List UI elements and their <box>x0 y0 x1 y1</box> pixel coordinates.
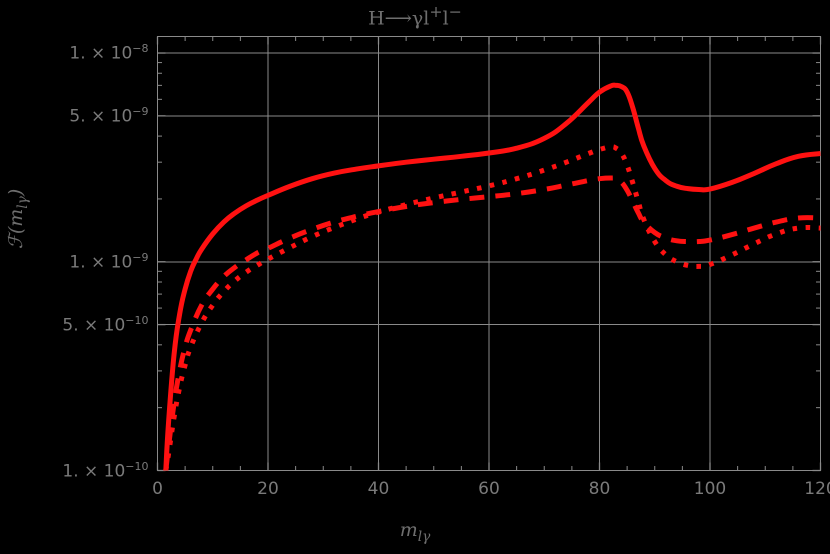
x-axis-label: mlγ <box>0 519 830 545</box>
y-tick-label: 1. × 10−9 <box>69 250 149 273</box>
plot-title: H⟶γl+l− <box>368 2 462 30</box>
x-tick-label: 0 <box>152 479 163 499</box>
grid-layer <box>157 36 821 471</box>
curve-dotted <box>163 144 821 471</box>
x-tick-label: 80 <box>588 479 611 499</box>
x-tick-label: 20 <box>257 479 279 499</box>
y-tick-label: 1. × 10−8 <box>69 42 149 64</box>
y-tick-label: 1. × 10−10 <box>62 459 149 482</box>
curve-solid <box>163 82 821 471</box>
curve-dashed <box>163 175 821 471</box>
x-tick-label: 120 <box>804 479 830 499</box>
x-tick-label: 100 <box>693 479 727 499</box>
y-tick-label: 5. × 10−9 <box>69 104 149 127</box>
x-tick-label: 40 <box>367 479 390 499</box>
tick-marks <box>156 36 822 472</box>
curves-layer <box>163 82 821 471</box>
y-tick-label: 5. × 10−10 <box>62 313 149 336</box>
x-tick-label: 60 <box>478 479 500 499</box>
x-axis-label-text: mlγ <box>399 519 431 545</box>
